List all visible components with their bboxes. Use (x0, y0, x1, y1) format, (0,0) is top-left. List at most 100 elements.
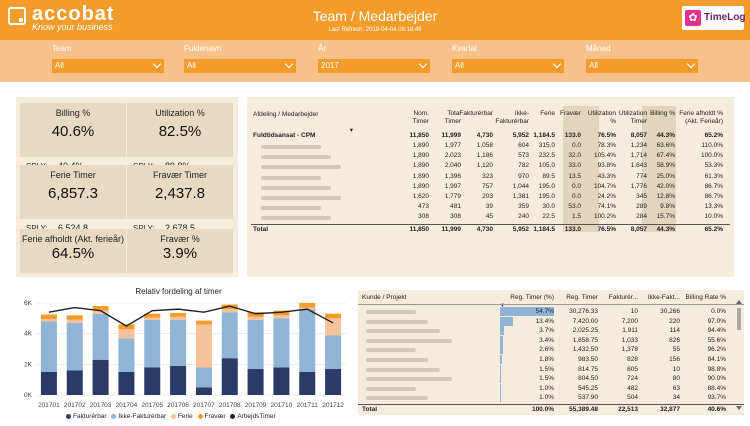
table-header-cell[interactable]: Utilization % (587, 110, 616, 125)
table-row[interactable]: 1,890 1,997 757 1,044 195.0 0.0 104.7% 1,776 42.… (247, 183, 734, 193)
legend-item[interactable]: ArbejdsTimer (230, 413, 276, 420)
table-header-cell[interactable]: Nom. Timer (412, 110, 429, 125)
table-cell: 78.3% (597, 142, 616, 149)
total-cell: 1,184.5 (533, 225, 555, 233)
timelog-logo[interactable]: ✿ TimeLog (682, 6, 745, 30)
table-row[interactable]: 54.7% 30,276.33 10 30,266 0.0% (358, 307, 744, 317)
table-row[interactable]: 1,890 1,977 1,058 604 315.0 0.0 78.3% 1,234 63.6… (247, 142, 734, 152)
table-header-cell[interactable]: Ferie (540, 110, 555, 117)
year-dropdown[interactable]: 2017 (318, 59, 430, 73)
bar-segment (170, 319, 187, 366)
bar-segment (273, 367, 290, 395)
fuldenavn-dropdown[interactable]: All (184, 59, 296, 73)
total-cell: 32,877 (660, 406, 680, 413)
legend-item[interactable]: Ikke-Fakturérbar (111, 413, 166, 420)
table-cell: 32.0 (568, 152, 581, 160)
table-row[interactable]: 473 481 39 359 30.0 53.0 74.1% 289 9.8% 13.3% (247, 203, 734, 213)
group-cell: 133.0 (564, 132, 581, 139)
table-row[interactable]: 1.0% 537.90 504 34 93.7% (358, 393, 744, 403)
sort-icon[interactable]: ▾ (349, 127, 353, 134)
table-row[interactable]: 3.7% 2,025.25 1,911 114 94.4% (358, 326, 744, 336)
table-row[interactable]: 1,620 1,779 203 1,381 195.0 0.0 24.2% 345 12.8% 8… (247, 193, 734, 203)
table-row[interactable]: 1.5% 804.50 724 80 90.0% (358, 374, 744, 384)
table-header-cell[interactable]: Ikke-Fakturérbar (495, 110, 529, 125)
legend-label: Fakturérbar (73, 413, 107, 420)
scrollbar[interactable] (736, 300, 742, 410)
table-row[interactable]: 13.4% 7,420.00 7,200 220 97.0% (358, 316, 744, 327)
table-cell: 55.6% (707, 336, 726, 344)
redacted-name (261, 206, 321, 211)
kpi-panel: Billing % 40.6% SPLY: 40.4% Utilization … (16, 97, 238, 277)
data-bar (500, 355, 502, 364)
table-cell: 814.75 (578, 365, 598, 373)
bar-segment (325, 335, 342, 369)
table-header-cell[interactable]: Ferie afholdt % (Akt. Ferieår) (679, 110, 723, 125)
kpi-utilization[interactable]: Utilization % 82.5% SPLY: 89.8% (127, 103, 233, 171)
group-label[interactable]: Fuldtidsansat - CPM (253, 132, 316, 139)
table-header-cell[interactable]: Total Timer (444, 110, 461, 125)
table-cell: 315.0 (538, 142, 555, 149)
kpi-billing[interactable]: Billing % 40.6% SPLY: 40.4% (20, 103, 126, 171)
month-dropdown[interactable]: All (586, 59, 698, 73)
table-cell: 1,643 (630, 162, 647, 170)
table-header-cell[interactable]: Kunde / Projekt (362, 294, 407, 301)
scroll-up-icon[interactable] (736, 300, 742, 304)
table-cell: 114 (669, 327, 680, 335)
bar-segment (325, 313, 342, 319)
table-row[interactable]: 1.5% 814.75 805 10 98.8% (358, 364, 744, 375)
legend-item[interactable]: Fakturérbar (66, 413, 107, 420)
table-header-cell[interactable]: Fravær (560, 110, 581, 117)
table-header-cell[interactable]: Reg. Timer (%) (510, 294, 554, 301)
legend-item[interactable]: Ferie (170, 413, 193, 420)
team-dropdown[interactable]: All (52, 59, 164, 73)
table-row[interactable]: 1,890 2,023 1,186 573 232.5 32.0 105.4% 1,714 67… (247, 152, 734, 162)
scroll-thumb[interactable] (737, 308, 741, 330)
table-header-cell[interactable]: Billing % (650, 110, 675, 117)
timelog-icon: ✿ (685, 10, 701, 26)
table-header-cell[interactable]: Fakturérbar (459, 110, 493, 117)
table-row[interactable]: 308 308 45 240 22.5 1.5 100.2% 284 15.7% 10.0% (247, 213, 734, 223)
table-cell: 1.5% (539, 365, 554, 373)
sort-icon[interactable]: ▾ (500, 302, 504, 309)
bar-segment (170, 316, 187, 320)
kpi-ferie-timer[interactable]: Ferie Timer 6,857.3 SPLY: 6,524.8 (20, 165, 126, 233)
table-row[interactable]: 2.6% 1,432.50 1,378 55 96.2% (358, 345, 744, 355)
kpi-fravaer-pct[interactable]: Fravær % 3.9% (127, 229, 233, 273)
table-cell: 805 (627, 365, 638, 373)
table-row[interactable]: 1.0% 545.25 482 63 88.4% (358, 383, 744, 394)
table-cell: 88.4% (707, 384, 726, 392)
table-row[interactable]: 1,890 2,040 1,120 782 105.0 33.0 93.8% 1,643 58.… (247, 162, 734, 172)
chart-title: Relativ fordeling af timer (135, 287, 222, 296)
table-cell: 156 (669, 356, 680, 363)
table-header-cell[interactable]: Utilization Timer (618, 110, 647, 125)
legend-dot (111, 413, 117, 419)
legend-dot (66, 413, 71, 419)
scroll-down-icon[interactable] (736, 406, 742, 410)
table-header-name[interactable]: Afdeling / Medarbejder (253, 111, 319, 118)
total-divider (251, 223, 730, 225)
table-header-cell[interactable]: Reg. Timer (566, 294, 598, 301)
legend-item[interactable]: Fravær (197, 413, 226, 420)
table-cell: 7,200 (621, 317, 638, 325)
table-cell: 0.0 (571, 142, 581, 149)
table-cell: 10.0% (704, 213, 723, 221)
bar-segment (247, 316, 264, 320)
table-row[interactable]: 1.8% 983.50 828 156 84.1% (358, 355, 744, 365)
total-cell: 11,850 (409, 225, 429, 233)
bar-segment (144, 317, 161, 320)
kpi-ferie-afholdt[interactable]: Ferie afholdt (Akt. ferieår) 64.5% (20, 229, 126, 273)
table-header-cell[interactable]: Billing Rate % (685, 294, 726, 301)
table-row[interactable]: 3.4% 1,858.75 1,033 826 55.6% (358, 335, 744, 346)
legend-dot (230, 413, 236, 419)
bar-segment (299, 309, 316, 372)
table-cell: 43.3% (597, 172, 616, 180)
group-cell: 11,999 (441, 132, 461, 139)
table-header-cell[interactable]: Fakturér... (608, 294, 638, 301)
bar-segment (325, 368, 342, 395)
table-row[interactable]: 1,890 1,396 323 970 89.5 13.5 43.3% 774 25.0% 61.… (247, 173, 734, 183)
table-cell: 220 (669, 317, 680, 325)
table-header-cell[interactable]: Ikke-Fakt... (647, 294, 680, 301)
kpi-fravaer-timer[interactable]: Fravær Timer 2,437.8 SPLY: 2,678.5 (127, 165, 233, 233)
table-cell: 2,040 (444, 162, 461, 170)
quarter-dropdown[interactable]: All (452, 59, 564, 73)
